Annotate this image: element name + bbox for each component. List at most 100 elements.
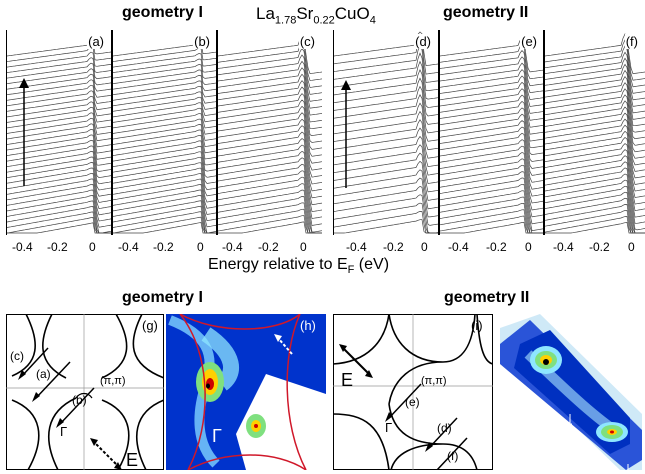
arrow-a [19,78,29,186]
edc-curve [218,60,322,102]
edc-curve [545,112,645,159]
edc-curve [334,94,438,134]
edc-curve [218,112,322,157]
edc-curve [334,119,438,159]
edc-curve [113,124,217,147]
edc-curve [545,75,645,120]
edc-curve [7,189,111,222]
edc-curve [113,102,217,123]
edc-curves-f [545,33,645,234]
edc-curve [545,204,645,234]
edc-curve [113,145,217,172]
edc-curve [113,189,217,222]
edc-curve [218,157,322,206]
edc-curve [218,67,322,109]
edc-curve [440,158,544,204]
edc-curve [545,143,645,192]
edc-curve [7,217,111,234]
edc-curve [440,209,544,234]
edc-curve [440,113,544,155]
tick-e-m02: -0.2 [486,240,507,254]
compound-sub3: 4 [369,14,376,27]
edc-curve [113,216,217,234]
tick-d-m02: -0.2 [383,240,404,254]
edc-curve [113,222,217,234]
edc-panel-c: (c) [216,30,322,235]
compound-la: La [256,4,275,23]
edc-curve [218,221,322,234]
tick-c-0: 0 [300,240,307,254]
edc-curve [218,54,322,95]
edc-curve [545,51,645,94]
edc-curve [218,170,322,219]
edc-curve [113,58,217,73]
cut-label-f: (f) [447,449,458,463]
edc-curve [545,118,645,166]
edc-curve [440,190,544,234]
edc-curve [218,86,322,130]
tick-b-0: 0 [197,240,204,254]
edc-curve [334,194,438,234]
energy-axis-label-sub: F [347,264,355,277]
edc-curve [440,49,544,87]
edc-curve [334,185,438,226]
edc-curve [440,177,544,225]
edc-curves-b [113,42,217,234]
edc-curve [7,51,111,68]
edc-curve [218,183,322,233]
compound-sr: Sr [296,4,314,23]
edc-curve [218,41,322,81]
edc-curve [113,178,217,209]
geometry-1-header: geometry I [122,4,203,21]
edc-curve [113,140,217,166]
edc-curve [545,167,645,218]
edc-curve [7,62,111,80]
edc-curve [545,94,645,140]
edc-curve [334,160,438,201]
edc-curve [113,151,217,178]
panel-label-j: (j) [620,318,632,333]
edc-curve [113,205,217,234]
edc-curve [7,195,111,228]
tick-d-m04: -0.4 [346,240,367,254]
edc-curve [545,191,645,234]
edc-curve [218,215,322,234]
tick-a-0: 0 [89,240,96,254]
edc-curve [218,189,322,234]
edc-curve [113,167,217,197]
gamma-label-i: Γ [385,420,392,435]
edc-curve [440,107,544,149]
edc-curve [440,94,544,135]
edc-curve [440,56,544,93]
edc-curve [440,152,544,197]
edc-curve [440,132,544,176]
edc-curve [440,196,544,234]
edc-panel-b: (b) [111,30,217,235]
compound-cuo: CuO [334,4,370,23]
panel-label-d: (d) [414,34,432,49]
edc-curve [440,215,544,234]
cut-label-d: (d) [437,421,452,435]
pipi-label-g: (π,π) [100,375,126,387]
geometry-2-bottom-header: geometry II [444,289,530,306]
fermi-surface-panel-i: (i) E (π,π) (e) (d) (f) Γ [333,314,493,470]
edc-curve [218,208,322,234]
edc-curve [545,161,645,211]
arrow-d [341,80,351,188]
edc-curve [545,45,645,88]
edc-curve [113,162,217,191]
edc-curve [545,185,645,234]
edc-curve [7,200,111,234]
tick-b-m02: -0.2 [153,240,174,254]
edc-curve [334,102,438,142]
geometry-1-bottom-header: geometry I [122,289,203,306]
edc-curve [334,177,438,218]
edc-curve [113,107,217,129]
edc-curve [545,173,645,224]
fermi-surface-panel-g: (g) (c) (a) (b) (π,π) Γ E [6,314,164,470]
edc-curve [7,211,111,234]
cut-label-c: (c) [10,349,24,363]
edc-curve [334,219,438,234]
edc-curve [440,101,544,142]
edc-curve [545,63,645,107]
